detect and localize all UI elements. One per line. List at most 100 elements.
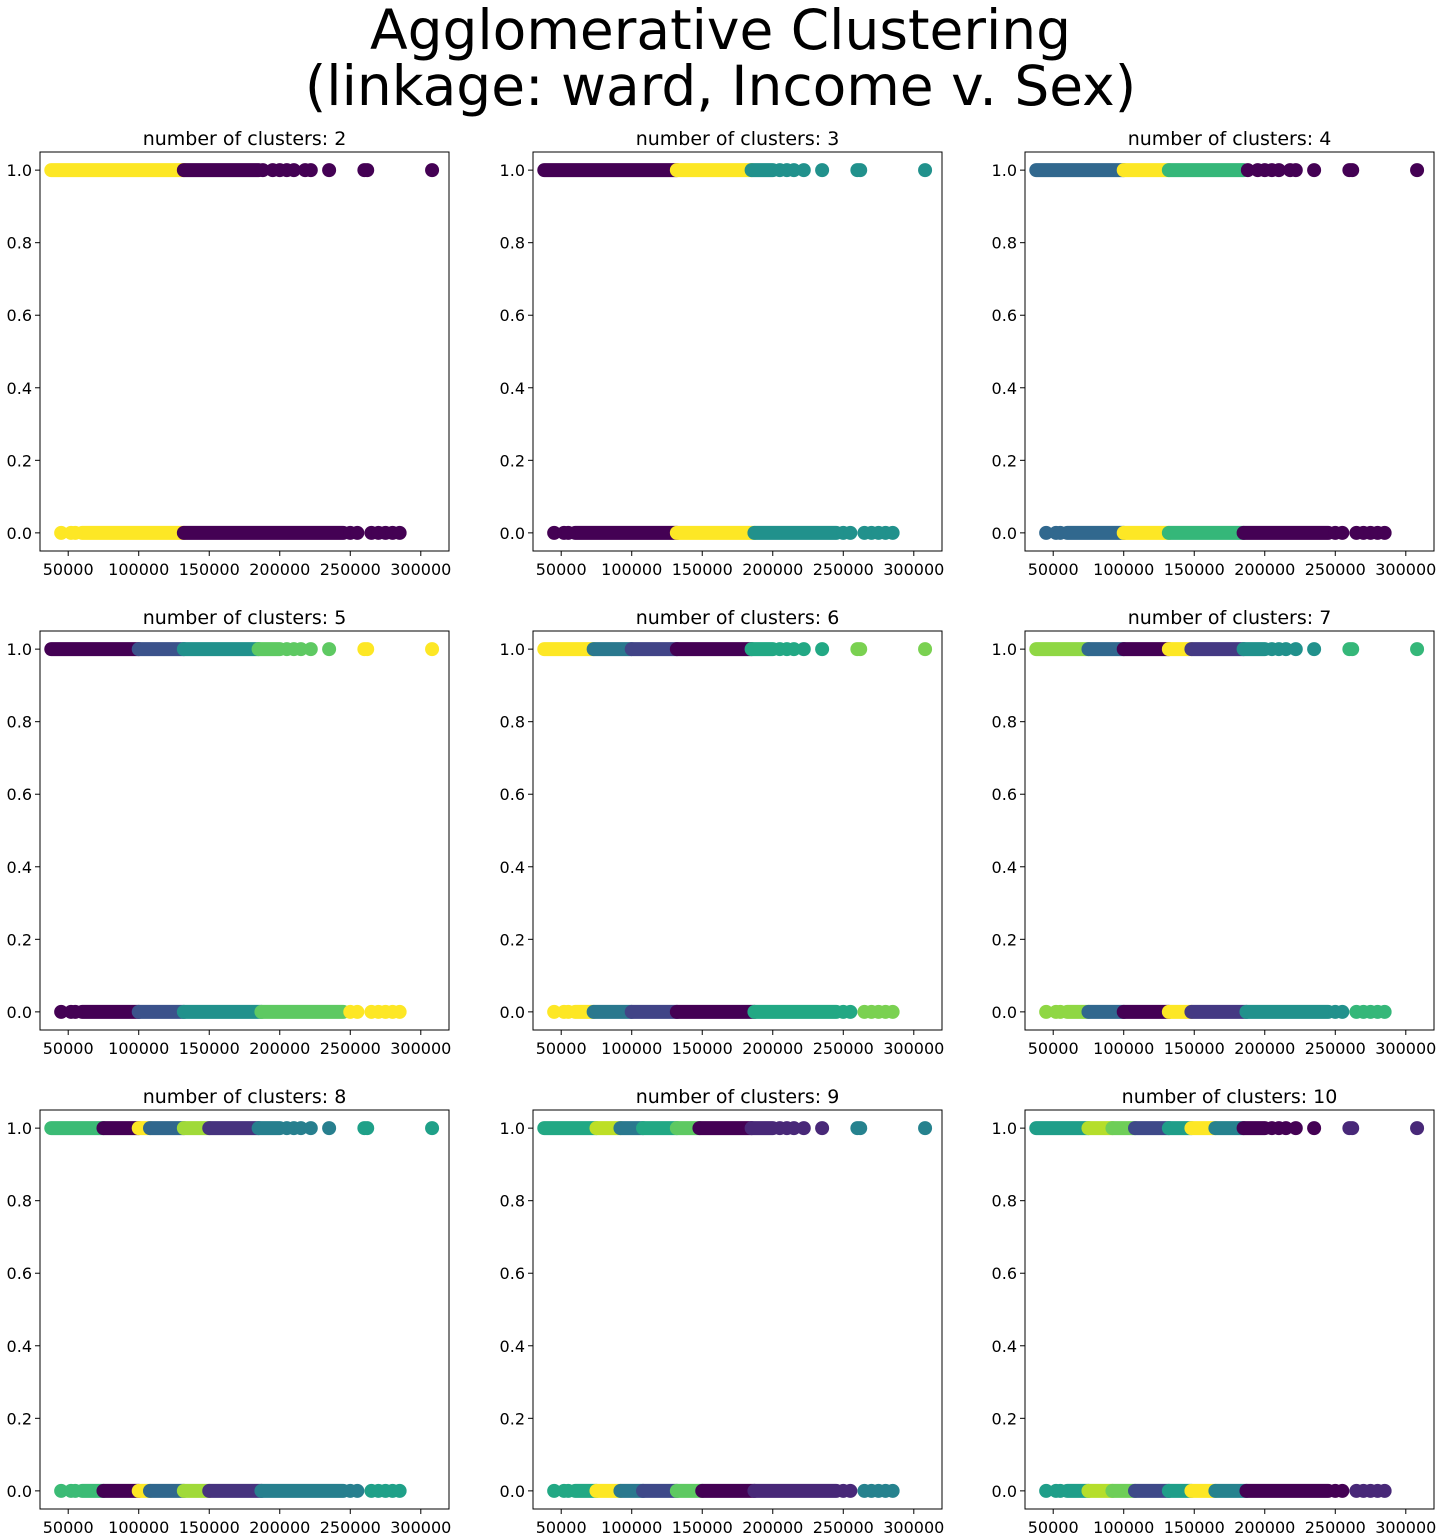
subplot-8: number of clusters: 9 50000 100000 150000 20… bbox=[500, 1086, 945, 1537]
x-tick-label: 300000 bbox=[1375, 560, 1436, 579]
y-tick-label: 1.0 bbox=[7, 1119, 32, 1138]
data-point bbox=[815, 163, 830, 178]
x-tick-label: 100000 bbox=[601, 1518, 662, 1537]
data-point bbox=[303, 642, 318, 657]
x-tick-label: 100000 bbox=[601, 560, 662, 579]
y-tick-label: 0.4 bbox=[7, 379, 32, 398]
data-point bbox=[1377, 1483, 1392, 1498]
data-point bbox=[561, 1004, 576, 1019]
y-tick-label: 0.0 bbox=[500, 1482, 525, 1501]
x-tick-label: 50000 bbox=[1028, 1518, 1079, 1537]
y-tick-label: 0.0 bbox=[7, 1482, 32, 1501]
subplot-9: number of clusters: 10 50000 100000 150000 2… bbox=[992, 1086, 1437, 1537]
x-tick-label: 150000 bbox=[179, 560, 240, 579]
x-tick-label: 150000 bbox=[1164, 560, 1225, 579]
data-point bbox=[815, 642, 830, 657]
data-point bbox=[885, 1004, 900, 1019]
data-point bbox=[1240, 163, 1255, 178]
data-point bbox=[360, 642, 375, 657]
y-tick-label: 0.0 bbox=[992, 1482, 1017, 1501]
data-marks bbox=[1029, 642, 1425, 1019]
x-tick-label: 200000 bbox=[249, 560, 310, 579]
x-tick-label: 250000 bbox=[1305, 1039, 1366, 1058]
y-tick-label: 0.4 bbox=[992, 379, 1017, 398]
x-tick-label: 150000 bbox=[1164, 1039, 1225, 1058]
data-point bbox=[286, 163, 301, 178]
y-tick-label: 1.0 bbox=[500, 640, 525, 659]
x-tick-label: 150000 bbox=[1164, 1518, 1225, 1537]
data-point bbox=[815, 1121, 830, 1136]
y-tick-label: 0.0 bbox=[7, 524, 32, 543]
data-point bbox=[1288, 642, 1303, 657]
data-point bbox=[1053, 1483, 1068, 1498]
data-point bbox=[1410, 163, 1425, 178]
x-tick-label: 300000 bbox=[883, 1039, 944, 1058]
figure-title: Agglomerative Clustering (linkage: ward,… bbox=[0, 0, 1441, 114]
data-point bbox=[547, 525, 562, 540]
data-point bbox=[1335, 525, 1350, 540]
y-tick-label: 0.4 bbox=[992, 858, 1017, 877]
subplot-title: number of clusters: 8 bbox=[143, 1086, 347, 1108]
y-tick-label: 0.8 bbox=[500, 1192, 525, 1211]
x-tick-label: 200000 bbox=[742, 560, 803, 579]
y-tick-label: 0.4 bbox=[7, 1337, 32, 1356]
data-point bbox=[322, 1121, 337, 1136]
x-tick-label: 150000 bbox=[672, 1039, 733, 1058]
data-point bbox=[1345, 163, 1360, 178]
data-point bbox=[1288, 163, 1303, 178]
x-tick-label: 50000 bbox=[43, 1518, 94, 1537]
y-tick-label: 0.6 bbox=[500, 1264, 525, 1283]
data-point bbox=[322, 163, 337, 178]
y-tick-label: 0.0 bbox=[992, 524, 1017, 543]
data-point bbox=[1307, 642, 1322, 657]
x-tick-label: 200000 bbox=[249, 1518, 310, 1537]
axes-frame bbox=[1024, 151, 1435, 552]
subplot-4: number of clusters: 5 50000 100000 150000 20… bbox=[7, 607, 452, 1058]
data-point bbox=[853, 642, 868, 657]
y-tick-label: 0.6 bbox=[7, 1264, 32, 1283]
data-point bbox=[796, 642, 811, 657]
data-point bbox=[561, 525, 576, 540]
axes-frame bbox=[532, 151, 943, 552]
data-marks bbox=[537, 642, 933, 1019]
data-point bbox=[1307, 163, 1322, 178]
data-point bbox=[1278, 1121, 1293, 1136]
x-tick-label: 300000 bbox=[390, 1039, 451, 1058]
y-tick-label: 0.2 bbox=[992, 451, 1017, 470]
data-point bbox=[786, 163, 801, 178]
y-tick-label: 0.8 bbox=[500, 713, 525, 732]
x-tick-label: 50000 bbox=[43, 560, 94, 579]
data-point bbox=[392, 525, 407, 540]
x-tick-label: 50000 bbox=[43, 1039, 94, 1058]
data-point bbox=[1410, 642, 1425, 657]
x-tick-label: 150000 bbox=[672, 560, 733, 579]
data-point bbox=[853, 163, 868, 178]
data-point bbox=[918, 163, 933, 178]
data-point bbox=[322, 642, 337, 657]
data-point bbox=[1053, 525, 1068, 540]
data-point bbox=[1307, 1121, 1322, 1136]
data-point bbox=[1053, 1004, 1068, 1019]
x-tick-label: 250000 bbox=[320, 1039, 381, 1058]
subplot-7: number of clusters: 8 50000 100000 150000 20… bbox=[7, 1086, 452, 1537]
x-tick-label: 300000 bbox=[390, 560, 451, 579]
data-point bbox=[796, 163, 811, 178]
data-point bbox=[392, 1483, 407, 1498]
data-point bbox=[1345, 642, 1360, 657]
data-point bbox=[54, 1483, 69, 1498]
x-tick-label: 250000 bbox=[813, 1039, 874, 1058]
y-tick-label: 1.0 bbox=[992, 640, 1017, 659]
y-tick-label: 0.0 bbox=[500, 1003, 525, 1022]
y-tick-label: 0.4 bbox=[500, 1337, 525, 1356]
data-point bbox=[843, 1004, 858, 1019]
data-point bbox=[1278, 642, 1293, 657]
x-tick-label: 250000 bbox=[1305, 1518, 1366, 1537]
y-tick-label: 0.2 bbox=[7, 1409, 32, 1428]
data-point bbox=[350, 1483, 365, 1498]
x-tick-label: 250000 bbox=[813, 1518, 874, 1537]
data-point bbox=[786, 1121, 801, 1136]
data-point bbox=[350, 525, 365, 540]
x-tick-label: 300000 bbox=[1375, 1039, 1436, 1058]
data-point bbox=[547, 1004, 562, 1019]
